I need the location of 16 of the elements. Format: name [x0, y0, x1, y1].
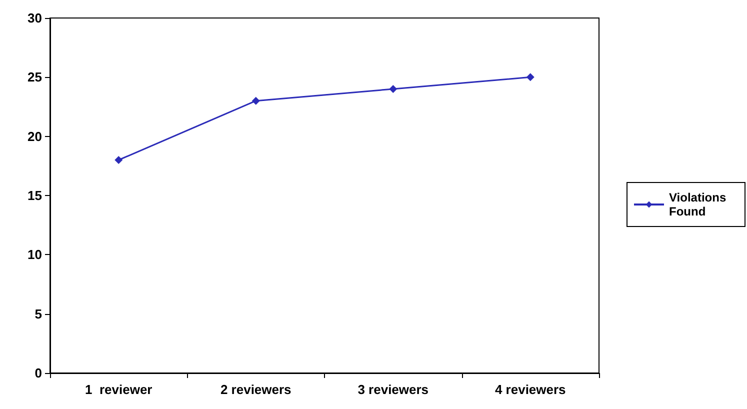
y-tick-label: 0	[34, 366, 42, 380]
y-tick-label: 15	[28, 188, 42, 203]
x-tick-label: 3 reviewers	[358, 382, 429, 397]
point	[114, 156, 123, 164]
legend-label: Violations Found	[669, 190, 730, 218]
y-tick-label: 25	[28, 70, 42, 85]
x-tick-label: 2 reviewers	[220, 382, 292, 397]
point	[526, 73, 534, 82]
y-tick-label: 5	[34, 306, 42, 322]
x-tick-label: 1 reviewer	[85, 382, 152, 397]
point	[252, 96, 260, 105]
x-tick-label: 4 reviewers	[494, 382, 566, 397]
point	[389, 85, 398, 93]
y-tick-label: 30	[28, 10, 42, 26]
y-tick-label: 20	[28, 128, 42, 144]
y-tick-label: 10	[28, 247, 42, 262]
